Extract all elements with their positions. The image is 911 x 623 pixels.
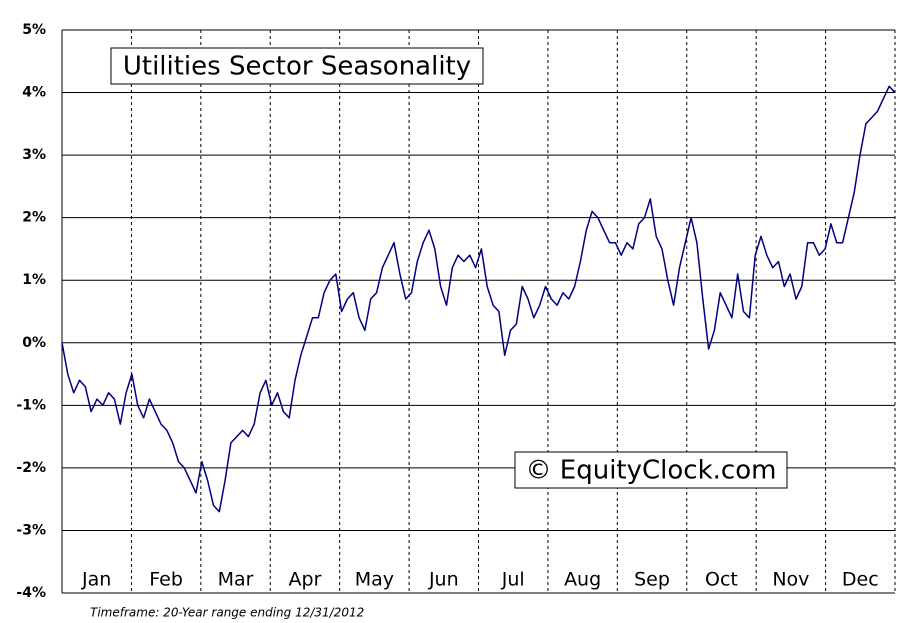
watermark-box [514, 451, 788, 489]
y-tick-label: 4% [22, 85, 46, 101]
x-tick-label: Dec [842, 569, 879, 591]
y-tick-label: 0% [22, 335, 46, 351]
marks [61, 85, 896, 513]
line [61, 85, 896, 513]
watermark: © EquityClock.com [526, 456, 777, 486]
x-tick-label: Feb [149, 569, 183, 591]
x-tick-label: Aug [564, 569, 601, 591]
x-tick-label: May [355, 569, 394, 591]
x-tick-label: Nov [772, 569, 809, 591]
x-tick-label: Sep [634, 569, 670, 591]
y-tick-label: 2% [22, 210, 46, 226]
x-tick-label: Apr [289, 569, 322, 591]
footnote: Timeframe: 20-Year range ending 12/31/20… [90, 606, 364, 620]
x-tick-label: Mar [218, 569, 254, 591]
x-tick-label: Jul [501, 569, 525, 591]
x-tick-label: Oct [705, 569, 738, 591]
y-tick-label: -2% [16, 460, 46, 476]
y-tick-label: -1% [16, 397, 46, 413]
y-tick-label: -3% [16, 522, 46, 538]
title-box [110, 47, 484, 85]
x-tick-label: Jan [81, 569, 111, 591]
y-tick-label: -4% [16, 585, 46, 601]
x-tick-label: Jun [428, 569, 459, 591]
y-tick-label: 5% [22, 22, 46, 38]
chart-title: Utilities Sector Seasonality [123, 52, 471, 82]
y-tick-label: 3% [22, 147, 46, 163]
y-tick-label: 1% [22, 272, 46, 288]
